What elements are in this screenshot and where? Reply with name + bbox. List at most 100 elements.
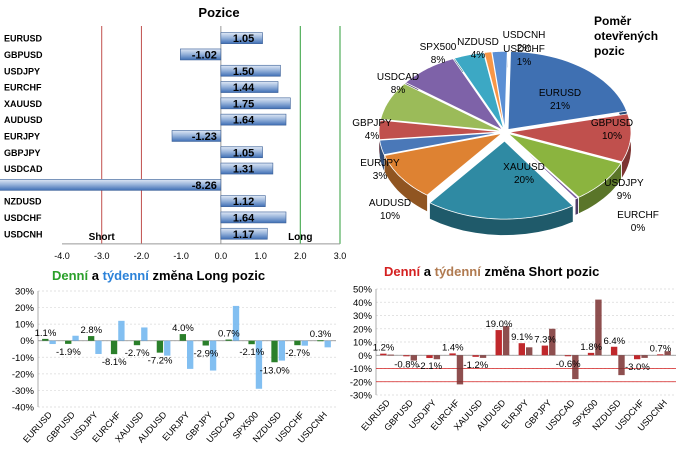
pie-chart-panel: EURUSD 21% GBPUSD 10% USDJPY 9% EURCHF 0% XAUUSD…: [350, 0, 680, 262]
short-change-data-label-gbpusd: -0.8%: [394, 359, 419, 370]
pozice-category-label-usdchf: USDCHF: [4, 213, 42, 223]
long-change-data-label-usdcnh: 0.3%: [310, 329, 332, 340]
long-change-bar-denn-usdjpy: [87, 336, 95, 341]
pozice-value-label-usdcad: 1.31: [233, 164, 254, 176]
pie-slice-gbpjpy: [378, 119, 502, 141]
short-change-bar-denn-gbpjpy: [541, 345, 549, 356]
pie-slice-side-xauusd: [429, 202, 573, 236]
long-change-bar-t-denn-nzdusd: [278, 340, 286, 361]
long-change-bar-t-denn-gbpusd: [72, 335, 79, 341]
short-change-bar-t-denn-eurusd: [387, 354, 394, 356]
short-change-bar-t-denn-gbpjpy: [549, 328, 556, 356]
long-change-y-tick-2: 10%: [15, 320, 35, 331]
pie-pct-xauusd: 20%: [514, 175, 534, 186]
pie-slice-usdcnh: [491, 51, 508, 130]
short-change-bar-t-denn-usdcad: [572, 355, 579, 380]
pie-pct-nzdusd: 4%: [471, 50, 486, 61]
pie-slice-side-eurjpy: [379, 140, 385, 171]
long-change-data-label-gbpjpy: -2.9%: [194, 349, 219, 360]
long-change-panel: Denní a týdenní změna Long pozic 30% 20% 1…: [0, 262, 340, 460]
pie-pct-usdcnh: 2%: [517, 43, 532, 54]
long-change-y-tick-6: -30%: [12, 386, 35, 397]
short-change-data-label-eurusd: 1.2%: [373, 343, 395, 354]
long-change-bar-t-denn-gbpjpy: [209, 340, 217, 371]
long-change-bar-t-denn-usdchf: [301, 340, 308, 346]
long-change-y-tick-3: 0%: [20, 336, 34, 347]
long-change-data-label-audusd: -7.2%: [148, 356, 173, 367]
short-change-bar-denn-audusd: [495, 330, 502, 356]
pozice-value-label-nzdusd: 1.12: [233, 196, 254, 208]
pie-slice-nzdusd: [453, 52, 505, 130]
pozice-value-label-spx500: -8.26: [192, 180, 217, 192]
long-change-data-label-spx500: -2.1%: [239, 347, 264, 358]
short-change-y-tick-4: 10%: [353, 338, 373, 349]
pie-label-eurchf: EURCHF: [617, 210, 659, 221]
short-change-bar-denn-eurjpy: [518, 343, 525, 356]
short-change-data-label-gbpjpy: 7.3%: [534, 335, 556, 346]
short-change-bar-t-denn-eurjpy: [526, 347, 533, 356]
short-change-bar-denn-usdchf: [634, 355, 641, 360]
long-change-title: Denní a týdenní změna Long pozic: [52, 268, 265, 283]
pie-slice-eurjpy: [379, 132, 502, 156]
pie-label-spx500: SPX500: [420, 42, 457, 53]
short-change-bar-t-denn-eurchf: [456, 355, 464, 385]
pozice-bar-eurusd: [220, 32, 263, 44]
pozice-category-label-audusd: AUDUSD: [4, 115, 43, 125]
pozice-bar-usdcad: [220, 162, 274, 175]
short-change-y-tick-5: 0%: [358, 351, 372, 362]
short-change-data-label-nzdusd: 6.4%: [603, 336, 625, 347]
pozice-value-label-usdchf: 1.64: [233, 212, 255, 224]
short-change-y-tick-3: 20%: [353, 324, 373, 335]
pozice-value-label-gbpusd: -1.02: [192, 49, 217, 61]
long-change-bar-denn-usdcnh: [317, 340, 324, 342]
pie-slice-usdcad: [380, 83, 502, 132]
long-change-y-tick-1: 20%: [15, 303, 35, 314]
short-change-data-label-usdcnh: 0.7%: [650, 343, 672, 354]
long-change-data-label-gbpusd: -1.9%: [56, 347, 81, 358]
long-change-bar-t-denn-xauusd: [141, 327, 148, 341]
pozice-x-tick-6: 2.0: [294, 251, 307, 261]
pie-label-eurusd: EURUSD: [539, 88, 581, 99]
pie-slice-eurchf: [507, 133, 580, 200]
pozice-x-tick-0: -4.0: [54, 251, 70, 261]
pie-label-usdcnh: USDCNH: [503, 30, 546, 41]
pie-label-usdchf: USDCHF: [503, 44, 545, 55]
pozice-bar-gbpjpy: [220, 146, 263, 159]
long-change-bar-denn-gbpjpy: [202, 340, 209, 346]
pie-slice-xauusd: [429, 140, 574, 220]
short-change-bar-t-denn-usdcnh: [664, 351, 671, 356]
pozice-value-label-eurchf: 1.44: [233, 82, 255, 94]
short-change-y-tick-6: -10%: [350, 364, 373, 375]
long-change-y-tick-7: -40%: [12, 403, 35, 414]
short-change-bar-denn-usdjpy: [426, 355, 433, 359]
short-change-data-label-audusd: 19.0%: [485, 319, 512, 330]
short-change-bar-t-denn-gbpusd: [410, 355, 417, 361]
short-change-data-label-spx500: 1.8%: [580, 342, 602, 353]
pie-slice-side-usdjpy: [578, 163, 621, 214]
pie-slice-audusd: [384, 133, 502, 196]
long-change-y-tick-4: -10%: [12, 353, 35, 364]
pie-label-gbpjpy: GBPJPY: [352, 118, 392, 129]
pozice-value-label-gbpjpy: 1.05: [233, 147, 254, 159]
long-change-bar-denn-gbpusd: [65, 340, 72, 344]
pozice-category-label-nzdusd: NZDUSD: [4, 197, 42, 207]
short-change-bar-denn-nzdusd: [610, 346, 618, 356]
long-change-data-label-eurusd: 1.1%: [35, 328, 57, 339]
pozice-x-tick-3: -1.0: [173, 251, 189, 261]
short-change-y-tick-1: 40%: [353, 298, 373, 309]
pie-chart: EURUSD 21% GBPUSD 10% USDJPY 9% EURCHF 0% XAUUSD…: [352, 30, 659, 236]
pozice-value-label-usdjpy: 1.50: [233, 66, 254, 78]
long-change-data-label-nzdusd: -13.0%: [260, 365, 291, 376]
pozice-value-label-audusd: 1.64: [233, 115, 255, 127]
pozice-x-tick-4: 0.0: [215, 251, 228, 261]
pozice-x-tick-2: -2.0: [134, 251, 150, 261]
long-title-part-a: a: [91, 268, 99, 283]
pie-pct-gbpusd: 10%: [602, 131, 622, 142]
long-change-bar-denn-usdchf: [294, 340, 301, 346]
long-change-data-label-eurjpy: 4.0%: [172, 323, 194, 334]
pie-slice-side-eurchf: [575, 197, 578, 215]
long-change-bar-t-denn-eurjpy: [187, 340, 194, 369]
long-change-bar-denn-audusd: [156, 340, 164, 353]
long-change-data-label-eurchf: -8.1%: [102, 357, 127, 368]
pie-label-usdjpy: USDJPY: [604, 178, 644, 189]
